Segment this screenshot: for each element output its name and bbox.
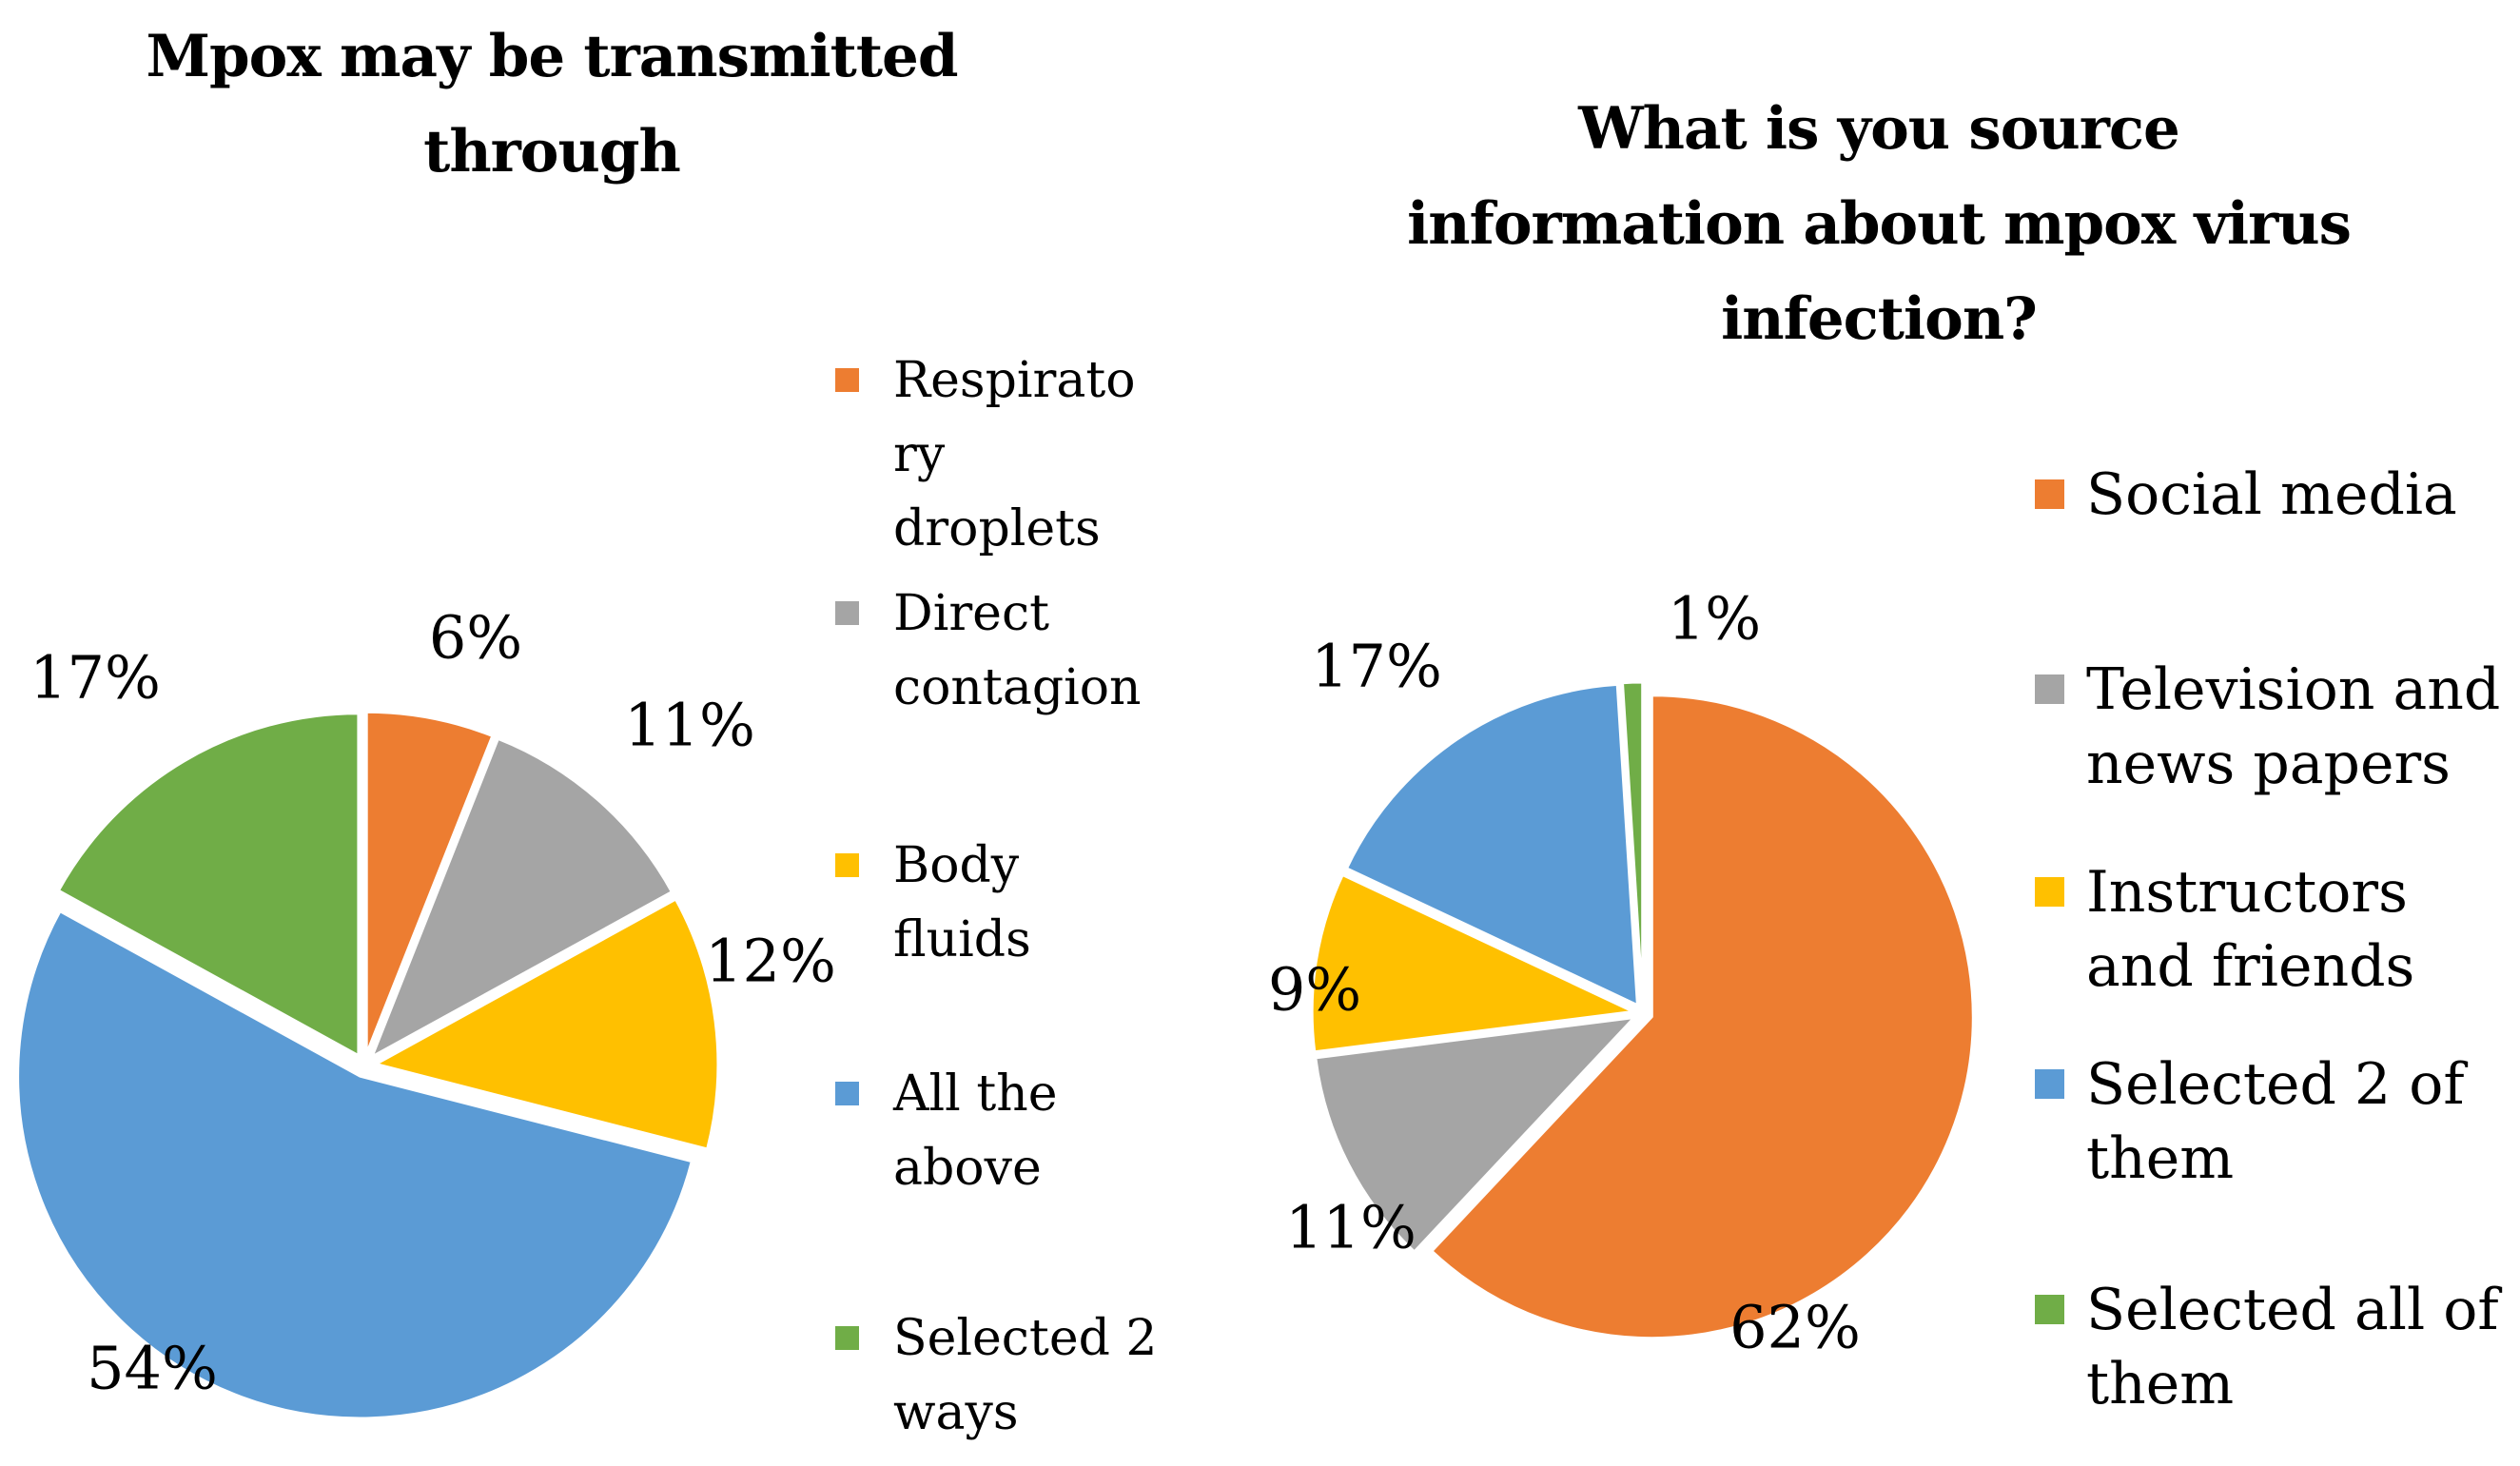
legend-label-line: them: [2086, 1351, 2235, 1417]
pct-label-respiratory-droplets: 6%: [429, 603, 522, 673]
pct-label-selected-2-ways: 17%: [29, 643, 161, 713]
legend-label-line: them: [2086, 1125, 2235, 1192]
legend-label-line: above: [893, 1140, 1042, 1197]
legend-item-selected-all-of-them: Selected all of them: [2035, 1273, 2499, 1421]
legend-swatch-body-fluids: [835, 853, 859, 877]
pie-slice-respiratory-droplets: [364, 710, 495, 1056]
title-line: What is you source: [1578, 95, 2180, 163]
legend-label-line: fluids: [893, 911, 1031, 968]
title-line: infection?: [1721, 285, 2038, 353]
pct-label-direct-contagion: 11%: [624, 691, 755, 760]
legend-label-line: droplets: [893, 500, 1101, 557]
left-chart-title: Mpox may be transmitted through: [57, 10, 1046, 200]
legend-item-respiratory-droplets: Respirato ry droplets: [835, 343, 1136, 566]
legend-item-all-the-above: All the above: [835, 1057, 1058, 1205]
pie-slice-all-the-above: [16, 909, 693, 1420]
legend-label-line: ry: [893, 426, 946, 483]
right-pie-chart: 62% 11% 9% 17% 1%: [1268, 584, 1975, 1362]
title-line: Mpox may be transmitted: [146, 23, 959, 90]
legend-label-line: and friends: [2086, 933, 2415, 1000]
legend-swatch-direct-contagion: [835, 601, 859, 625]
legend-item-instructors-and-friends: Instructors and friends: [2035, 855, 2414, 1004]
pct-label-social-media: 62%: [1729, 1293, 1861, 1362]
legend-label-line: Selected 2: [893, 1310, 1158, 1367]
right-chart-title: What is you source information about mpo…: [1379, 82, 2378, 367]
legend-label-line: news papers: [2086, 731, 2451, 797]
legend-swatch-selected-2-ways: [835, 1326, 859, 1350]
legend-label-line: Direct: [893, 585, 1049, 642]
pct-label-selected-2-of-them: 17%: [1311, 632, 1442, 701]
title-line: information about mpox virus: [1407, 190, 2352, 258]
legend-swatch-respiratory-droplets: [835, 368, 859, 392]
pct-label-instructors-and-friends: 9%: [1268, 955, 1361, 1025]
legend-item-television-and-news-papers: Television and news papers: [2035, 653, 2500, 801]
pie-slice-selected-all-of-them: [1621, 680, 1645, 1006]
legend-label-line: Selected all of: [2086, 1277, 2499, 1343]
legend-swatch-television-and-news-papers: [2035, 674, 2064, 704]
legend-label-line: ways: [893, 1384, 1019, 1441]
pie-slice-selected-2-ways: [56, 712, 361, 1058]
legend-swatch-all-the-above: [835, 1082, 859, 1105]
legend-item-direct-contagion: Direct contagion: [835, 577, 1142, 725]
legend-item-social-media: Social media: [2035, 458, 2457, 532]
legend-label-line: Body: [893, 837, 1020, 894]
pie-slice-selected-2-of-them: [1345, 682, 1639, 1007]
legend-item-body-fluids: Body fluids: [835, 829, 1031, 977]
legend-label-line: Television and: [2086, 656, 2501, 723]
pct-label-body-fluids: 12%: [705, 927, 836, 996]
pie-slice-body-fluids: [374, 897, 720, 1151]
legend-swatch-instructors-and-friends: [2035, 877, 2064, 907]
legend-label-line: Selected 2 of: [2086, 1051, 2465, 1118]
legend-label-line: All the: [893, 1065, 1058, 1123]
left-pie-chart: 6% 11% 12% 54% 17%: [16, 603, 836, 1420]
legend-label-line: Respirato: [893, 352, 1136, 409]
pie-slice-instructors-and-friends: [1310, 873, 1635, 1054]
legend-swatch-social-media: [2035, 479, 2064, 509]
pie-slice-social-media: [1430, 694, 1975, 1340]
legend-label-line: Instructors: [2086, 859, 2408, 926]
title-line: through: [423, 118, 681, 186]
pie-slice-television-and-news-papers: [1314, 1016, 1636, 1254]
legend-swatch-selected-2-of-them: [2035, 1069, 2064, 1099]
legend-item-selected-2-ways: Selected 2 ways: [835, 1301, 1158, 1450]
legend-item-selected-2-of-them: Selected 2 of them: [2035, 1047, 2465, 1196]
pct-label-selected-all-of-them: 1%: [1668, 584, 1761, 654]
pie-slice-direct-contagion: [370, 736, 674, 1059]
legend-label-line: contagion: [893, 659, 1142, 716]
legend-label-line: Social media: [2086, 461, 2457, 528]
pct-label-all-the-above: 54%: [87, 1334, 218, 1403]
legend-swatch-selected-all-of-them: [2035, 1295, 2064, 1324]
pct-label-television-and-news-papers: 11%: [1285, 1193, 1416, 1262]
